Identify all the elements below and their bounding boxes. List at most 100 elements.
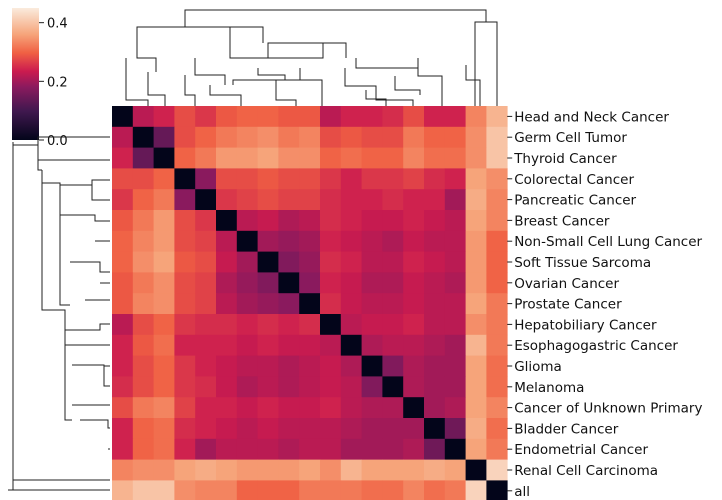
heatmap-cell [132, 397, 154, 419]
heatmap-cell [257, 168, 279, 190]
row-label: Germ Cell Tumor [514, 130, 627, 146]
heatmap-cell [403, 210, 425, 232]
heatmap-cell [320, 272, 342, 294]
top-dendrogram [125, 9, 498, 106]
heatmap-cell [216, 272, 238, 294]
heatmap-cell [320, 126, 342, 148]
heatmap-cell [361, 230, 383, 252]
heatmap-cell [444, 168, 466, 190]
row-label: Melanoma [514, 380, 584, 396]
heatmap-cell [236, 418, 258, 440]
row-label: Ovarian Cancer [514, 276, 619, 292]
heatmap-cell [257, 230, 279, 252]
heatmap-cell [278, 355, 300, 377]
heatmap-cell [444, 314, 466, 336]
colorbar-tick-label: 0.4 [47, 17, 68, 32]
heatmap-cell [132, 314, 154, 336]
heatmap-cell [361, 438, 383, 460]
heatmap-cell [403, 334, 425, 356]
heatmap-cell [174, 272, 196, 294]
heatmap-cell [174, 376, 196, 398]
heatmap-cell [299, 293, 321, 315]
heatmap-cell [361, 376, 383, 398]
heatmap-cell [236, 293, 258, 315]
heatmap-cell [486, 251, 508, 273]
heatmap-cell [132, 355, 154, 377]
heatmap-cell [444, 251, 466, 273]
heatmap-cell [424, 438, 446, 460]
heatmap-cell [320, 251, 342, 273]
heatmap-cell [195, 314, 217, 336]
heatmap-cell [278, 376, 300, 398]
heatmap-cell [195, 251, 217, 273]
heatmap-cell [382, 168, 404, 190]
heatmap-cell [361, 126, 383, 148]
heatmap-cell [195, 355, 217, 377]
heatmap-cell [444, 334, 466, 356]
heatmap-cell [465, 418, 487, 440]
heatmap-cell [444, 126, 466, 148]
heatmap-cell [424, 106, 446, 128]
heatmap-cell [340, 272, 362, 294]
heatmap-cell [444, 376, 466, 398]
heatmap-cell [444, 418, 466, 440]
heatmap-cell [320, 397, 342, 419]
heatmap-cell [174, 210, 196, 232]
heatmap-cell [361, 147, 383, 169]
heatmap-cell [257, 189, 279, 211]
heatmap-cell [361, 397, 383, 419]
heatmap-cell [424, 397, 446, 419]
heatmap-cell [299, 147, 321, 169]
heatmap-cell [195, 210, 217, 232]
heatmap-cell [320, 418, 342, 440]
heatmap-cell [465, 376, 487, 398]
heatmap-cell [236, 168, 258, 190]
heatmap-cell [382, 189, 404, 211]
heatmap-cell [444, 397, 466, 419]
heatmap-cell [403, 376, 425, 398]
heatmap-cell [153, 272, 175, 294]
heatmap-cell [465, 126, 487, 148]
heatmap-cell [112, 230, 134, 252]
heatmap-cell [112, 438, 134, 460]
heatmap-cell [174, 459, 196, 481]
heatmap-cell [299, 168, 321, 190]
heatmap-cell [382, 418, 404, 440]
heatmap-cell [132, 272, 154, 294]
heatmap-cell [486, 314, 508, 336]
heatmap-cell [340, 293, 362, 315]
heatmap-cell [299, 314, 321, 336]
heatmap-cell [257, 126, 279, 148]
heatmap-cell [195, 272, 217, 294]
heatmap-cell [403, 418, 425, 440]
row-label: all [514, 484, 530, 500]
heatmap-cell [361, 418, 383, 440]
heatmap-cell [361, 272, 383, 294]
heatmap-cell [340, 168, 362, 190]
heatmap-cell [278, 147, 300, 169]
heatmap-cell [361, 459, 383, 481]
heatmap-cell [320, 355, 342, 377]
heatmap-cell [236, 106, 258, 128]
heatmap-cell [320, 106, 342, 128]
heatmap-cell [174, 438, 196, 460]
heatmap-cell [340, 355, 362, 377]
heatmap-cell [278, 210, 300, 232]
heatmap-cell [486, 168, 508, 190]
heatmap-cell [465, 210, 487, 232]
heatmap-cell [278, 480, 300, 500]
heatmap-cell [132, 438, 154, 460]
heatmap-cell [320, 376, 342, 398]
heatmap-cell [320, 334, 342, 356]
heatmap-cell [340, 314, 362, 336]
heatmap-cell [299, 210, 321, 232]
heatmap-cell [236, 189, 258, 211]
heatmap-cell [174, 230, 196, 252]
heatmap-cell [236, 459, 258, 481]
heatmap-cell [112, 189, 134, 211]
heatmap-cell [132, 189, 154, 211]
heatmap-cell [278, 314, 300, 336]
heatmap-cell [216, 334, 238, 356]
heatmap-cell [340, 210, 362, 232]
heatmap-cell [382, 272, 404, 294]
